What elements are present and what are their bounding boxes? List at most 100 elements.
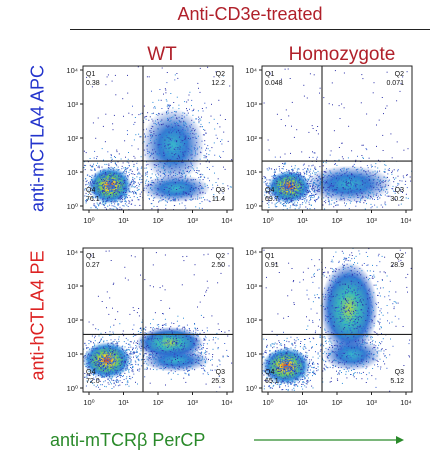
event-dot xyxy=(130,191,132,193)
event-dot xyxy=(127,206,129,207)
event-dot xyxy=(349,187,351,189)
event-dot xyxy=(360,189,362,190)
event-dot xyxy=(108,178,110,180)
event-dot xyxy=(284,191,286,193)
event-dot xyxy=(333,182,335,184)
event-dot xyxy=(102,176,104,178)
event-dot xyxy=(129,355,131,357)
event-dot xyxy=(127,359,129,361)
event-dot xyxy=(97,185,99,186)
event-dot xyxy=(278,201,280,203)
event-dot xyxy=(200,173,202,175)
event-dot xyxy=(98,173,100,175)
event-dot xyxy=(114,364,116,366)
event-dot xyxy=(330,184,332,186)
event-dot xyxy=(112,367,114,369)
event-dot xyxy=(118,192,120,194)
event-dot xyxy=(301,194,303,196)
event-dot xyxy=(313,194,315,196)
event-dot xyxy=(159,191,161,193)
event-dot xyxy=(120,356,122,358)
event-dot xyxy=(103,201,105,203)
event-dot xyxy=(131,203,133,205)
event-dot xyxy=(114,206,116,208)
event-dot xyxy=(96,347,98,349)
event-dot xyxy=(314,186,316,188)
event-dot xyxy=(111,199,113,201)
event-dot xyxy=(100,332,102,334)
event-dot xyxy=(191,152,193,154)
event-dot xyxy=(117,188,119,190)
event-dot xyxy=(101,374,103,376)
event-dot xyxy=(402,76,404,78)
event-dot xyxy=(90,183,92,185)
event-dot xyxy=(134,181,136,183)
event-dot xyxy=(372,198,373,200)
event-dot xyxy=(104,348,106,350)
event-dot xyxy=(179,332,181,334)
event-dot xyxy=(381,188,383,190)
event-dot xyxy=(294,204,296,206)
event-dot xyxy=(164,186,165,188)
event-dot xyxy=(385,177,387,179)
event-dot xyxy=(88,343,90,345)
event-dot xyxy=(119,182,120,184)
event-dot xyxy=(296,193,298,195)
event-dot xyxy=(380,195,382,196)
event-dot xyxy=(185,207,187,209)
event-dot xyxy=(304,198,306,200)
event-dot xyxy=(347,177,349,179)
event-dot xyxy=(280,189,282,191)
event-dot xyxy=(167,110,169,112)
event-dot xyxy=(127,361,129,363)
event-dot xyxy=(96,189,98,191)
event-dot xyxy=(115,94,117,96)
event-dot xyxy=(146,161,148,163)
event-dot xyxy=(127,133,128,135)
event-dot xyxy=(105,171,107,173)
event-dot xyxy=(93,377,95,379)
event-dot xyxy=(273,179,275,181)
event-dot xyxy=(100,359,102,360)
event-dot xyxy=(165,154,167,156)
event-dot xyxy=(84,355,85,357)
event-dot xyxy=(89,158,91,159)
event-dot xyxy=(167,151,169,153)
event-dot xyxy=(290,201,292,203)
event-dot xyxy=(92,359,94,361)
event-dot xyxy=(92,166,94,168)
event-dot xyxy=(116,168,118,170)
event-dot xyxy=(99,353,101,354)
event-dot xyxy=(193,179,194,181)
event-dot xyxy=(306,173,308,175)
event-dot xyxy=(99,197,101,199)
event-dot xyxy=(293,191,295,193)
event-dot xyxy=(129,169,131,171)
event-dot xyxy=(185,141,187,143)
event-dot xyxy=(292,190,294,192)
event-dot xyxy=(268,196,270,198)
event-dot xyxy=(169,121,171,122)
event-dot xyxy=(107,198,109,200)
event-dot xyxy=(103,204,104,206)
event-dot xyxy=(285,188,287,190)
event-dot xyxy=(189,139,191,140)
event-dot xyxy=(163,155,165,157)
event-dot xyxy=(196,118,198,120)
event-dot xyxy=(294,194,295,196)
event-dot xyxy=(361,178,363,180)
event-dot xyxy=(114,353,116,355)
event-dot xyxy=(312,178,314,180)
event-dot xyxy=(305,192,307,194)
event-dot xyxy=(295,186,297,188)
event-dot xyxy=(183,144,185,146)
event-dot xyxy=(227,188,229,190)
event-dot xyxy=(115,373,117,375)
event-dot xyxy=(296,171,298,173)
event-dot xyxy=(347,178,349,180)
event-dot xyxy=(171,168,173,170)
event-dot xyxy=(95,207,97,209)
event-dot xyxy=(150,188,151,189)
event-dot xyxy=(271,184,273,186)
event-dot xyxy=(301,203,303,205)
